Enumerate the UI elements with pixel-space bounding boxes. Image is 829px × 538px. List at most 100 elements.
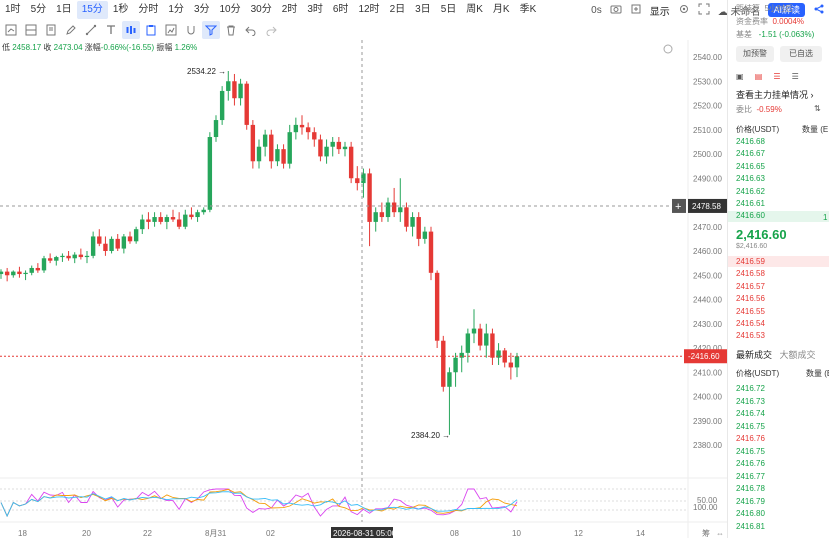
timeframe-19[interactable]: 季K: [519, 4, 537, 15]
redo-icon[interactable]: [262, 21, 280, 39]
add-alert-button[interactable]: 加预警: [736, 46, 774, 62]
trade-row[interactable]: 2416.79: [736, 496, 765, 506]
orderbook-both-icon[interactable]: ▣: [736, 72, 744, 81]
trade-row[interactable]: 2416.73: [736, 396, 765, 406]
timeframe-8[interactable]: 10分: [219, 4, 241, 15]
orderbook-bids-icon[interactable]: ▤: [754, 72, 763, 81]
trade-row[interactable]: 2416.74: [736, 409, 765, 418]
candle: [54, 255, 59, 266]
orderbook-asks-icon[interactable]: ☰: [773, 72, 781, 81]
settings-small-icon[interactable]: [630, 3, 642, 18]
ask-highlight: [728, 211, 829, 222]
candle: [410, 212, 415, 237]
trade-row[interactable]: 2416.80: [736, 509, 765, 518]
timeframe-3[interactable]: 15分: [76, 1, 108, 19]
bid-row[interactable]: 2416.55: [736, 306, 765, 316]
ask-row[interactable]: 2416.63: [736, 174, 765, 184]
timeframe-10[interactable]: 2时: [281, 4, 298, 15]
timeframe-1[interactable]: 5分: [30, 4, 47, 15]
timeframe-6[interactable]: 1分: [168, 4, 184, 15]
candle-type-icon[interactable]: [122, 21, 140, 39]
filter-icon[interactable]: [202, 21, 220, 39]
chart-settings-icon[interactable]: [162, 21, 180, 39]
bid-row[interactable]: 2416.56: [736, 294, 765, 304]
timeframe-5[interactable]: 分时: [138, 4, 159, 15]
candle: [269, 129, 274, 169]
price-chart[interactable]: 2380.00 2390.00 2400.00 2410.00 2420.00 2430.…: [0, 40, 727, 538]
dropdown-icon[interactable]: ⇅: [814, 104, 821, 113]
trend-line-icon[interactable]: [82, 21, 100, 39]
x-tick-label: 08: [450, 529, 459, 538]
trade-row[interactable]: 2416.81: [736, 521, 765, 531]
candle: [176, 212, 182, 230]
timeframe-14[interactable]: 2日: [389, 4, 406, 15]
timeframe-4[interactable]: 1秒: [112, 4, 129, 15]
ask-row[interactable]: 2416.65: [736, 161, 765, 171]
candle: [23, 270, 28, 281]
bid-row[interactable]: 2416.58: [736, 269, 765, 279]
candle: [330, 137, 335, 157]
candle: [508, 352, 514, 380]
candle-body: [508, 362, 514, 368]
candle: [275, 144, 280, 167]
timeframe-0[interactable]: 1时: [5, 4, 21, 15]
trade-row[interactable]: 2416.75: [736, 446, 765, 456]
timeframe-16[interactable]: 5日: [440, 4, 457, 15]
trade-row[interactable]: 2416.76: [736, 434, 765, 443]
timeframe-15[interactable]: 3日: [415, 4, 431, 15]
magnet-icon[interactable]: [182, 21, 200, 39]
candle-body: [477, 328, 483, 346]
timeframe-13[interactable]: 12时: [358, 4, 380, 15]
pencil-icon[interactable]: [62, 21, 80, 39]
timeframe-9[interactable]: 30分: [250, 4, 272, 15]
trade-row[interactable]: 2416.75: [736, 421, 765, 431]
candle-body: [29, 267, 34, 273]
ask-row[interactable]: 2416.68: [736, 137, 765, 146]
timeframe-18[interactable]: 月K: [492, 4, 510, 15]
timeframe-17[interactable]: 周K: [466, 4, 483, 15]
bid-row[interactable]: 2416.54: [736, 319, 765, 328]
tab-latest-trades[interactable]: 最新成交: [736, 350, 773, 360]
trade-row[interactable]: 2416.77: [736, 471, 765, 481]
account-menu[interactable]: ☁ 未命名: [717, 6, 761, 18]
trade-row[interactable]: 2416.76: [736, 459, 765, 468]
timeframe-2[interactable]: 1日: [56, 4, 72, 15]
favorite-button[interactable]: 已自选: [780, 46, 822, 62]
seconds-toggle[interactable]: 0s: [591, 4, 602, 16]
undo-icon[interactable]: [242, 21, 260, 39]
candle-body: [490, 333, 495, 358]
text-tool-icon[interactable]: [102, 21, 120, 39]
template-icon[interactable]: [42, 21, 60, 39]
ask-row[interactable]: 2416.60: [736, 211, 765, 221]
layout-icon[interactable]: [22, 21, 40, 39]
timeframe-7[interactable]: 3分: [193, 4, 210, 15]
candle-body: [324, 146, 329, 157]
main-orders-link[interactable]: 查看主力挂单情况 ›: [736, 90, 814, 100]
bid-row[interactable]: 2416.57: [736, 281, 765, 291]
camera-icon[interactable]: [610, 3, 622, 18]
bid-row[interactable]: 2416.53: [736, 331, 765, 341]
timeframe-11[interactable]: 3时: [307, 4, 323, 15]
x-tick-label: 20: [82, 529, 91, 538]
trade-row[interactable]: 2416.78: [736, 484, 765, 493]
orderbook-list-icon[interactable]: ☰: [791, 72, 799, 81]
crosshair-add-button: [672, 198, 686, 213]
ai-interpret-button[interactable]: AI解读: [768, 3, 805, 17]
ask-row[interactable]: 2416.61: [736, 199, 765, 208]
gear-icon[interactable]: [678, 3, 690, 18]
tab-big-trades[interactable]: 大额成交: [779, 350, 816, 360]
timeframe-12[interactable]: 6时: [332, 4, 349, 15]
ask-row[interactable]: 2416.62: [736, 186, 765, 196]
clipboard-icon[interactable]: [142, 21, 160, 39]
trade-row[interactable]: 2416.72: [736, 384, 765, 393]
bid-row[interactable]: 2416.59: [736, 257, 765, 266]
candle-body: [121, 236, 127, 249]
fullscreen-icon[interactable]: [698, 3, 710, 18]
candle-body: [299, 124, 305, 128]
share-icon[interactable]: [813, 3, 825, 18]
display-menu[interactable]: 显示: [649, 6, 670, 18]
candle: [109, 236, 114, 254]
indicator-icon[interactable]: [2, 21, 20, 39]
trash-icon[interactable]: [222, 21, 240, 39]
ask-row[interactable]: 2416.67: [736, 149, 765, 159]
